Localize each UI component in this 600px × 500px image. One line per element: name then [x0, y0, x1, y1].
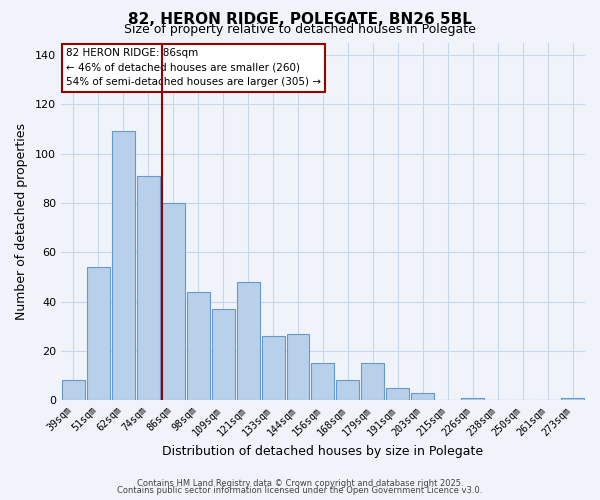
Bar	[361, 363, 385, 400]
Bar	[561, 398, 584, 400]
Bar	[262, 336, 284, 400]
Text: Contains public sector information licensed under the Open Government Licence v3: Contains public sector information licen…	[118, 486, 482, 495]
Bar	[62, 380, 85, 400]
Bar	[162, 203, 185, 400]
Bar	[236, 282, 260, 400]
Bar	[187, 292, 209, 400]
Bar	[212, 309, 235, 400]
Bar	[412, 393, 434, 400]
Bar	[461, 398, 484, 400]
Bar	[112, 132, 135, 400]
Text: Size of property relative to detached houses in Polegate: Size of property relative to detached ho…	[124, 24, 476, 36]
X-axis label: Distribution of detached houses by size in Polegate: Distribution of detached houses by size …	[163, 444, 484, 458]
Text: Contains HM Land Registry data © Crown copyright and database right 2025.: Contains HM Land Registry data © Crown c…	[137, 478, 463, 488]
Text: 82, HERON RIDGE, POLEGATE, BN26 5BL: 82, HERON RIDGE, POLEGATE, BN26 5BL	[128, 12, 472, 28]
Text: 82 HERON RIDGE: 86sqm
← 46% of detached houses are smaller (260)
54% of semi-det: 82 HERON RIDGE: 86sqm ← 46% of detached …	[66, 48, 321, 88]
Bar	[137, 176, 160, 400]
Bar	[337, 380, 359, 400]
Bar	[87, 267, 110, 400]
Bar	[386, 388, 409, 400]
Y-axis label: Number of detached properties: Number of detached properties	[15, 123, 28, 320]
Bar	[287, 334, 310, 400]
Bar	[311, 363, 334, 400]
